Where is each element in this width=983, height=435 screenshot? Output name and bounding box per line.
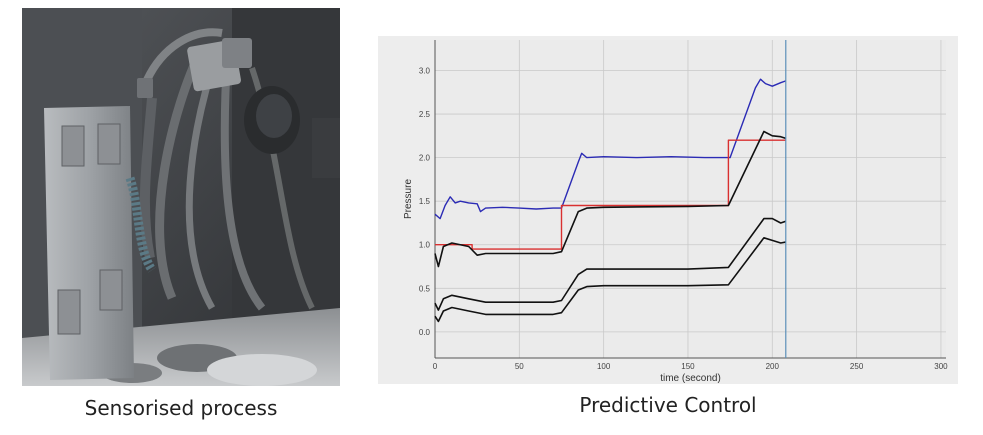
series-line-black-3 — [434, 217, 787, 311]
x-axis-label: time (second) — [660, 373, 721, 384]
x-tick-label: 200 — [766, 362, 780, 371]
y-tick-label: 0.0 — [419, 328, 431, 337]
y-tick-label: 2.0 — [419, 154, 431, 163]
series-line-black-2 — [434, 130, 787, 268]
chart-svg: 0 50 100 150 200 250 3000.00.51.01.52.02.53.0 … — [403, 40, 948, 384]
x-tick-label: 0 — [433, 362, 438, 371]
y-tick-label: 1.5 — [419, 197, 431, 206]
y-axis-label: Pressure — [403, 179, 414, 219]
x-tick-label: 50 — [515, 362, 524, 371]
series-line-red-1 — [435, 139, 786, 250]
x-tick-label: 150 — [681, 362, 695, 371]
y-tick-label: 3.0 — [419, 66, 431, 75]
x-tick-label: 300 — [934, 362, 948, 371]
x-tick-label: 100 — [597, 362, 611, 371]
process-photo — [22, 8, 340, 386]
y-tick-label: 2.5 — [419, 110, 431, 119]
pressure-chart: 0 50 100 150 200 250 300 0.0 0.5 1.0 1.5 2.0 2.5 3.0 … — [378, 36, 958, 384]
series-line-black-4 — [434, 237, 786, 323]
left-caption: Sensorised process — [84, 396, 278, 420]
chart-ticks: 0 50 100 150 200 250 300 0.0 0.5 1.0 1.5 2.0 2.5 3.0 — [419, 66, 948, 371]
x-tick-label: 250 — [850, 362, 864, 371]
robot-cell-illustration — [22, 8, 340, 386]
y-tick-label: 1.0 — [419, 241, 431, 250]
chart-series — [434, 40, 787, 358]
y-tick-label: 0.5 — [419, 284, 431, 293]
chart-axes — [434, 40, 946, 359]
right-caption: Predictive Control — [579, 393, 757, 417]
